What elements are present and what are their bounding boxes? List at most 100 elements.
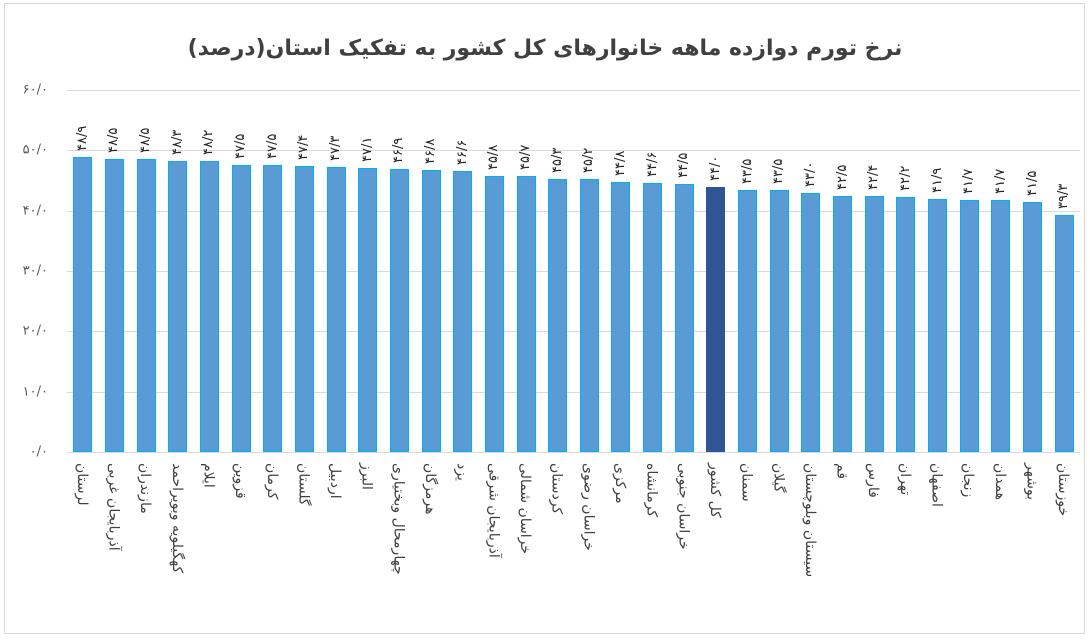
gridline (67, 150, 1080, 152)
value-label: ۴۶/۸ (423, 138, 439, 164)
category-label: همدان (991, 463, 1008, 500)
bar (104, 159, 124, 452)
bar (738, 189, 758, 452)
bar (643, 182, 663, 452)
category-label: کردستان (548, 463, 565, 515)
y-tick-label: ۶۰/۰ (22, 82, 48, 98)
value-label: ۴۷/۳ (328, 135, 344, 161)
bar (294, 166, 314, 452)
value-label: ۴۳/۵ (771, 158, 787, 184)
gridline (67, 271, 1080, 272)
bar (928, 199, 948, 452)
gridline (67, 90, 1080, 91)
value-label: ۴۳/۰ (802, 161, 818, 187)
category-label: خراسان شمالی (517, 463, 534, 555)
category-label: قم (833, 463, 850, 480)
value-label: ۴۴/۵ (676, 152, 692, 178)
value-label: ۴۸/۵ (106, 128, 122, 154)
bar (358, 167, 378, 452)
category-label: کهگیلویه وبویراحمد (168, 463, 185, 574)
value-label: ۳۹/۳ (1056, 183, 1072, 209)
value-label: ۴۴/۰ (707, 155, 723, 181)
gridline (67, 331, 1080, 333)
category-label: خراسان رضوی (580, 463, 597, 551)
value-label: ۴۸/۲ (201, 129, 217, 156)
value-label: ۴۲/۵ (834, 164, 850, 190)
category-label: البرز (358, 463, 375, 490)
bar (959, 200, 979, 452)
value-label: ۴۲/۲ (897, 166, 913, 192)
category-label: کل کشور (706, 463, 723, 518)
value-label: ۴۸/۹ (74, 125, 90, 151)
value-label: ۴۱/۹ (929, 167, 945, 194)
gridline (67, 210, 1080, 212)
y-tick-label: ۰/۰ (29, 444, 48, 460)
bar (453, 170, 473, 452)
y-tick-label: ۵۰/۰ (22, 142, 48, 158)
category-label: بوشهر (1023, 463, 1040, 501)
bar (579, 179, 599, 452)
bar (73, 156, 93, 452)
category-label: خوزستان (1055, 463, 1072, 517)
bar (991, 200, 1011, 452)
value-label: ۴۵/۳ (549, 147, 565, 173)
bar (674, 183, 694, 452)
y-tick-label: ۳۰/۰ (22, 263, 48, 279)
value-label: ۴۷/۵ (264, 134, 280, 160)
value-label: ۴۵/۷ (518, 144, 534, 171)
value-label: ۴۲/۴ (866, 164, 882, 191)
category-label: زنجان (960, 463, 977, 498)
value-label: ۴۶/۶ (454, 139, 470, 165)
category-label: سمنان (738, 463, 755, 502)
bar (1023, 201, 1042, 452)
bar (896, 197, 916, 452)
bar (231, 165, 251, 452)
value-label: ۴۳/۵ (739, 158, 755, 184)
category-label: چهارمحال وبختیاری (390, 463, 407, 575)
plot-area (67, 90, 1080, 453)
category-label: قزوین (232, 463, 249, 499)
value-label: ۴۶/۹ (391, 137, 407, 164)
bar (168, 160, 188, 452)
category-label: ایلام (200, 463, 217, 488)
bar (421, 169, 441, 452)
bar (516, 176, 536, 452)
category-label: مرکزی (611, 463, 628, 504)
category-label: تهران (896, 463, 913, 496)
category-label: آذربایجان غربی (105, 463, 122, 551)
value-label: ۴۱/۷ (992, 169, 1008, 195)
gridline (67, 391, 1080, 393)
category-label: اصفهان (928, 463, 945, 507)
value-label: ۴۴/۸ (612, 150, 628, 176)
category-label: لرستان (73, 463, 90, 506)
y-tick-label: ۱۰/۰ (22, 384, 48, 400)
y-tick-label: ۲۰/۰ (22, 323, 48, 339)
value-label: ۴۸/۵ (138, 128, 154, 154)
category-label: فارس (865, 463, 882, 498)
bar (801, 192, 821, 452)
bar (484, 175, 504, 452)
value-label: ۴۷/۴ (296, 134, 312, 161)
bar (769, 189, 789, 452)
value-label: ۴۷/۱ (359, 136, 375, 162)
gridline (67, 452, 1080, 453)
category-label: یزد (453, 463, 470, 481)
value-label: ۴۸/۳ (169, 129, 185, 155)
category-label: اردبیل (327, 463, 344, 499)
value-label: ۴۵/۸ (486, 144, 502, 170)
category-label: مازندران (137, 463, 154, 514)
bar (833, 195, 853, 452)
bar (389, 169, 409, 452)
value-label: ۴۷/۵ (233, 134, 249, 160)
bar (1054, 214, 1074, 452)
bar (864, 196, 884, 452)
category-label: آذربایجان شرقی (485, 463, 502, 558)
bar (263, 165, 283, 452)
chart-title: نرخ تورم دوازده ماهه خانوارهای کل کشور ب… (187, 36, 903, 61)
bar (548, 178, 568, 452)
category-label: هرمزگان (422, 463, 439, 515)
bar (611, 181, 631, 452)
bar (136, 159, 156, 452)
bar (326, 166, 346, 452)
bar (706, 186, 726, 452)
